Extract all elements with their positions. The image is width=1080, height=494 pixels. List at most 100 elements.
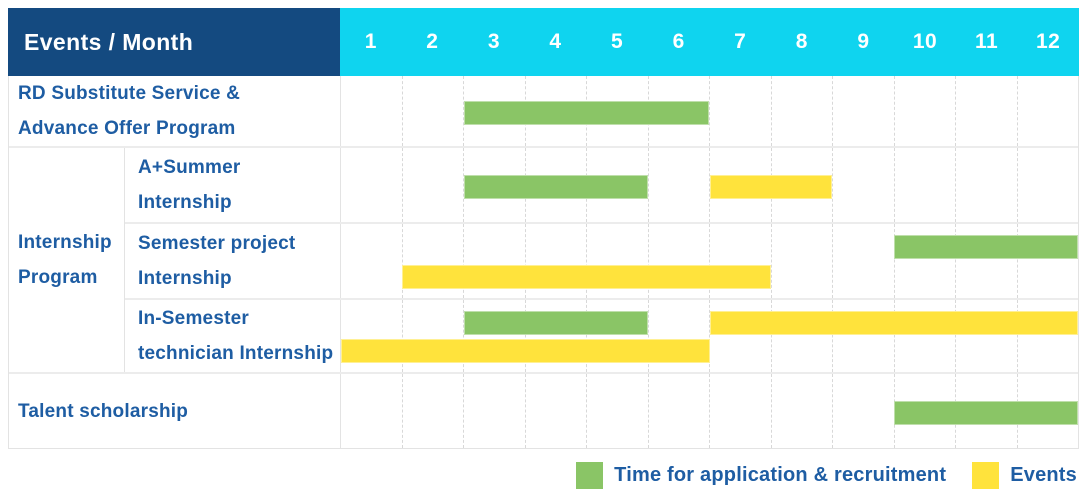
month-cell-bg (955, 76, 1017, 146)
month-cell-bg (463, 76, 525, 146)
month-cell-bg (893, 300, 956, 372)
month-label: 8 (795, 30, 808, 53)
application-bar (893, 235, 1078, 259)
month-cell-bg (401, 76, 464, 146)
label-line: A+Summer (138, 157, 241, 178)
month-cell-bg (524, 224, 587, 298)
month-cell-bg (341, 148, 402, 222)
month-cell-bg (770, 224, 833, 298)
table-row-semester-project-internship: Semester project Internship (125, 222, 1078, 298)
month-cell-bg (1016, 148, 1079, 222)
label-line: Internship (18, 232, 112, 253)
month-cell-bg (586, 300, 648, 372)
month-cell-bg (524, 374, 587, 448)
month-cell-bg (586, 224, 648, 298)
month-cell-bg (832, 76, 894, 146)
month-cell-bg (770, 374, 833, 448)
month-cell-bg (832, 300, 894, 372)
event-bar (402, 265, 771, 289)
month-cell-bg (524, 300, 587, 372)
label-line: Advance Offer Program (18, 118, 236, 139)
month-cell-bg (770, 300, 833, 372)
table-row-in-semester-technician-internship: In-Semester technician Internship (125, 298, 1078, 372)
legend-item-application: Time for application & recruitment (576, 462, 946, 489)
month-label: 7 (734, 30, 747, 53)
label-line: Talent scholarship (18, 400, 189, 422)
row-chart-semester-project-internship (341, 224, 1078, 298)
month-cell-bg (647, 374, 710, 448)
group-internship-program: Internship Program A+Summer Internship Semes… (9, 146, 1078, 372)
label-line: Internship (138, 268, 232, 289)
month-cell-bg (955, 300, 1017, 372)
month-label: 4 (549, 30, 562, 53)
label-line: RD Substitute Service & (18, 83, 241, 104)
month-cell-bg (709, 76, 771, 146)
month-cell-bg (341, 224, 402, 298)
event-bar (341, 339, 710, 363)
month-label: 1 (364, 30, 377, 53)
month-cell-bg (893, 76, 956, 146)
month-cell-bg (709, 300, 771, 372)
month-cell-bg (341, 374, 402, 448)
month-cell-bg (709, 224, 771, 298)
month-cell-bg (341, 76, 402, 146)
application-swatch-icon (576, 462, 604, 489)
table-row-talent-scholarship: Talent scholarship (9, 374, 1078, 448)
legend-item-events: Events (972, 462, 1077, 489)
events-month-header: Events / Month (8, 8, 340, 76)
row-chart-rd-substitute-service (341, 76, 1078, 146)
month-cell-bg (955, 224, 1017, 298)
month-cell-bg (1016, 76, 1079, 146)
application-bar (463, 175, 649, 199)
row-chart-a-plus-summer-internship (341, 148, 1078, 222)
month-cell-bg (401, 374, 464, 448)
month-cell-bg (832, 374, 894, 448)
group-label-internship-program: Internship Program (9, 148, 125, 372)
row-chart-talent-scholarship (341, 374, 1078, 448)
month-cell-bg (401, 224, 464, 298)
section-talent-scholarship: Talent scholarship (9, 372, 1078, 448)
month-cell-bg (1016, 224, 1079, 298)
label-line: In-Semester (138, 308, 249, 329)
month-label: 3 (487, 30, 501, 53)
month-label: 2 (426, 30, 439, 53)
application-bar (463, 101, 710, 125)
month-label: 11 (974, 30, 999, 53)
label-line: Semester project (138, 233, 296, 254)
month-cell-bg (955, 148, 1017, 222)
legend: Time for application & recruitment Event… (550, 462, 1077, 489)
events-swatch-icon (972, 462, 1000, 489)
month-label: 6 (672, 30, 685, 53)
month-cell-bg (586, 374, 648, 448)
label-line: Internship (138, 192, 232, 213)
month-cell-bg (401, 148, 464, 222)
group-rows-internship-program: A+Summer Internship Semester project Intern… (125, 148, 1078, 372)
month-cell-bg (893, 224, 956, 298)
event-bar (709, 175, 833, 199)
schedule-table: Events / Month 1 2 3 4 5 6 7 8 9 10 11 12 RD Substi… (8, 8, 1079, 449)
month-cell-bg (1016, 300, 1079, 372)
application-bar (893, 401, 1078, 425)
legend-label-application: Time for application & recruitment (614, 464, 947, 486)
row-label-a-plus-summer-internship: A+Summer Internship (125, 148, 341, 222)
month-cell-bg (893, 148, 956, 222)
month-cell-bg (401, 300, 464, 372)
application-bar (463, 311, 649, 335)
month-cell-bg (832, 224, 894, 298)
month-cell-bg (463, 148, 525, 222)
row-label-rd-substitute-service: RD Substitute Service & Advance Offer Pro… (9, 76, 341, 146)
month-label: 12 (1035, 30, 1061, 53)
month-cell-bg (709, 148, 771, 222)
month-label: 5 (611, 30, 624, 53)
month-cell-bg (647, 224, 710, 298)
table-row-rd-substitute-service: RD Substitute Service & Advance Offer Pro… (9, 76, 1078, 146)
label-line: technician Internship (138, 343, 334, 364)
event-bar (709, 311, 1078, 335)
table-row-a-plus-summer-internship: A+Summer Internship (125, 148, 1078, 222)
month-cell-bg (463, 224, 525, 298)
label-line: Program (18, 267, 98, 288)
month-label: 9 (857, 30, 870, 53)
table-header-row: Events / Month 1 2 3 4 5 6 7 8 9 10 11 12 (8, 8, 1079, 76)
month-cell-bg (463, 300, 525, 372)
